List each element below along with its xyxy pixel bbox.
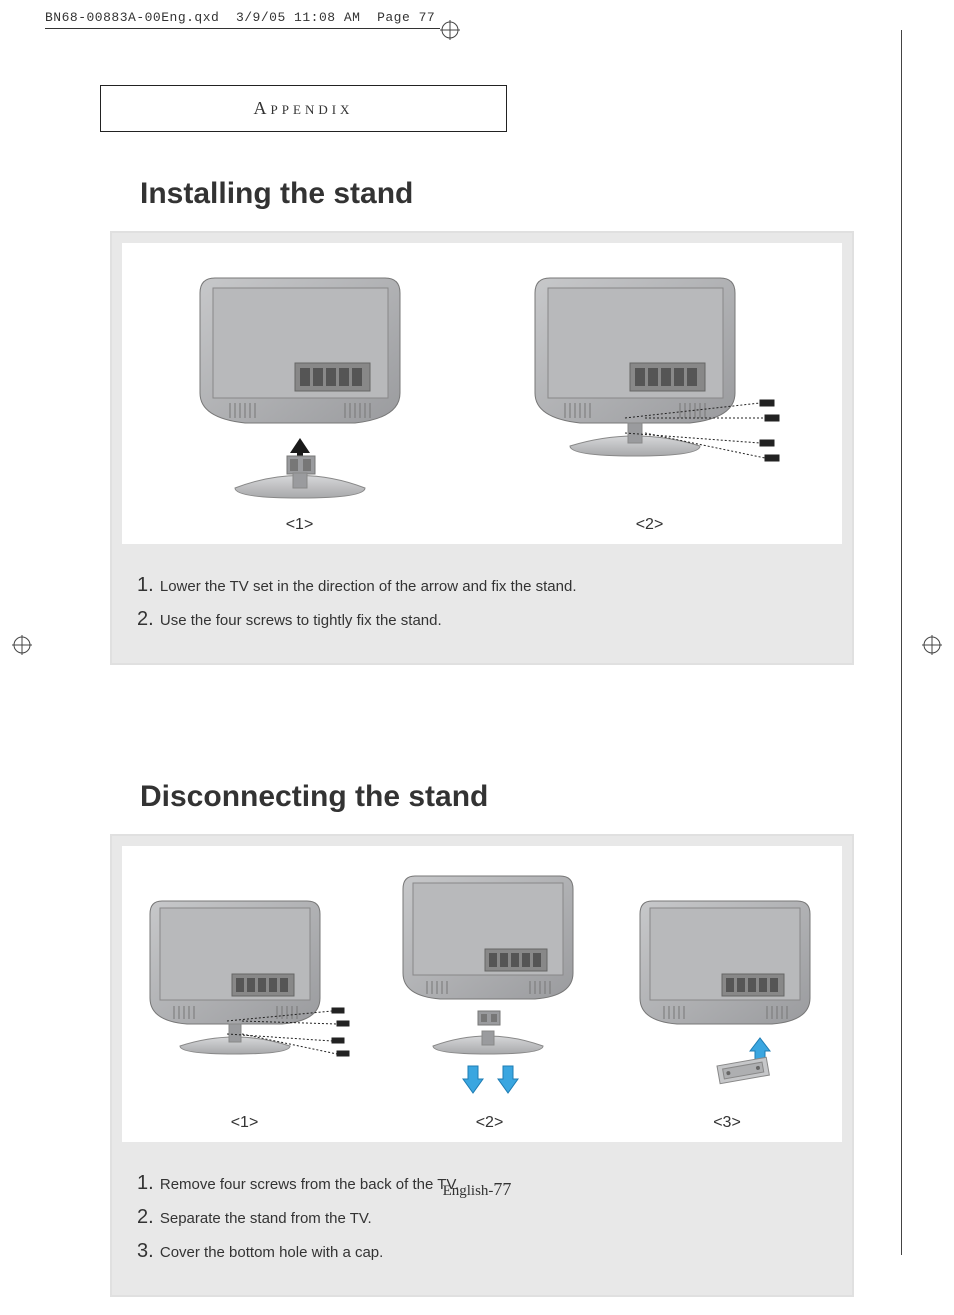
page-trim-edge bbox=[901, 30, 902, 1255]
print-date: 3/9/05 11:08 AM bbox=[236, 10, 361, 25]
disconnect-fig1-label: <1> bbox=[132, 1114, 357, 1132]
disconnect-step-3: 3. Cover the bottom hole with a cap. bbox=[137, 1236, 832, 1266]
registration-mark-left-icon bbox=[12, 635, 32, 655]
page-footer: English-77 bbox=[0, 1179, 954, 1200]
figure-area-installing: <1> bbox=[122, 243, 842, 544]
figure-box-disconnecting: <1> bbox=[110, 834, 854, 1297]
figure-box-installing: <1> bbox=[110, 231, 854, 665]
disconnect-figure-3: <3> bbox=[622, 886, 832, 1132]
appendix-heading: Appendix bbox=[100, 85, 507, 132]
section-title-installing: Installing the stand bbox=[140, 177, 854, 211]
print-page: Page 77 bbox=[377, 10, 435, 25]
install-fig2-label: <2> bbox=[510, 516, 790, 534]
disconnect-step-2: 2. Separate the stand from the TV. bbox=[137, 1202, 832, 1232]
footer-lang: English- bbox=[443, 1183, 494, 1199]
section-title-disconnecting: Disconnecting the stand bbox=[140, 780, 854, 814]
print-header-rule bbox=[45, 28, 440, 29]
disconnect-fig2-label: <2> bbox=[385, 1114, 595, 1132]
install-fig1-label: <1> bbox=[175, 516, 425, 534]
install-figure-2: <2> bbox=[510, 258, 790, 534]
registration-mark-right-icon bbox=[922, 635, 942, 655]
install-figure-1: <1> bbox=[175, 258, 425, 534]
disconnect-steps: 1. Remove four screws from the back of t… bbox=[112, 1152, 852, 1295]
install-steps: 1. Lower the TV set in the direction of … bbox=[112, 554, 852, 663]
disconnect-figure-1: <1> bbox=[132, 886, 357, 1132]
print-filename: BN68-00883A-00Eng.qxd bbox=[45, 10, 219, 25]
disconnect-figure-2: <2> bbox=[385, 861, 595, 1132]
install-step-2: 2. Use the four screws to tightly fix th… bbox=[137, 604, 832, 634]
figure-area-disconnecting: <1> bbox=[122, 846, 842, 1142]
print-metadata: BN68-00883A-00Eng.qxd 3/9/05 11:08 AM Pa… bbox=[45, 10, 435, 25]
registration-mark-top-icon bbox=[440, 20, 460, 40]
disconnect-fig3-label: <3> bbox=[622, 1114, 832, 1132]
install-step-1: 1. Lower the TV set in the direction of … bbox=[137, 570, 832, 600]
footer-page-number: 77 bbox=[493, 1179, 511, 1199]
